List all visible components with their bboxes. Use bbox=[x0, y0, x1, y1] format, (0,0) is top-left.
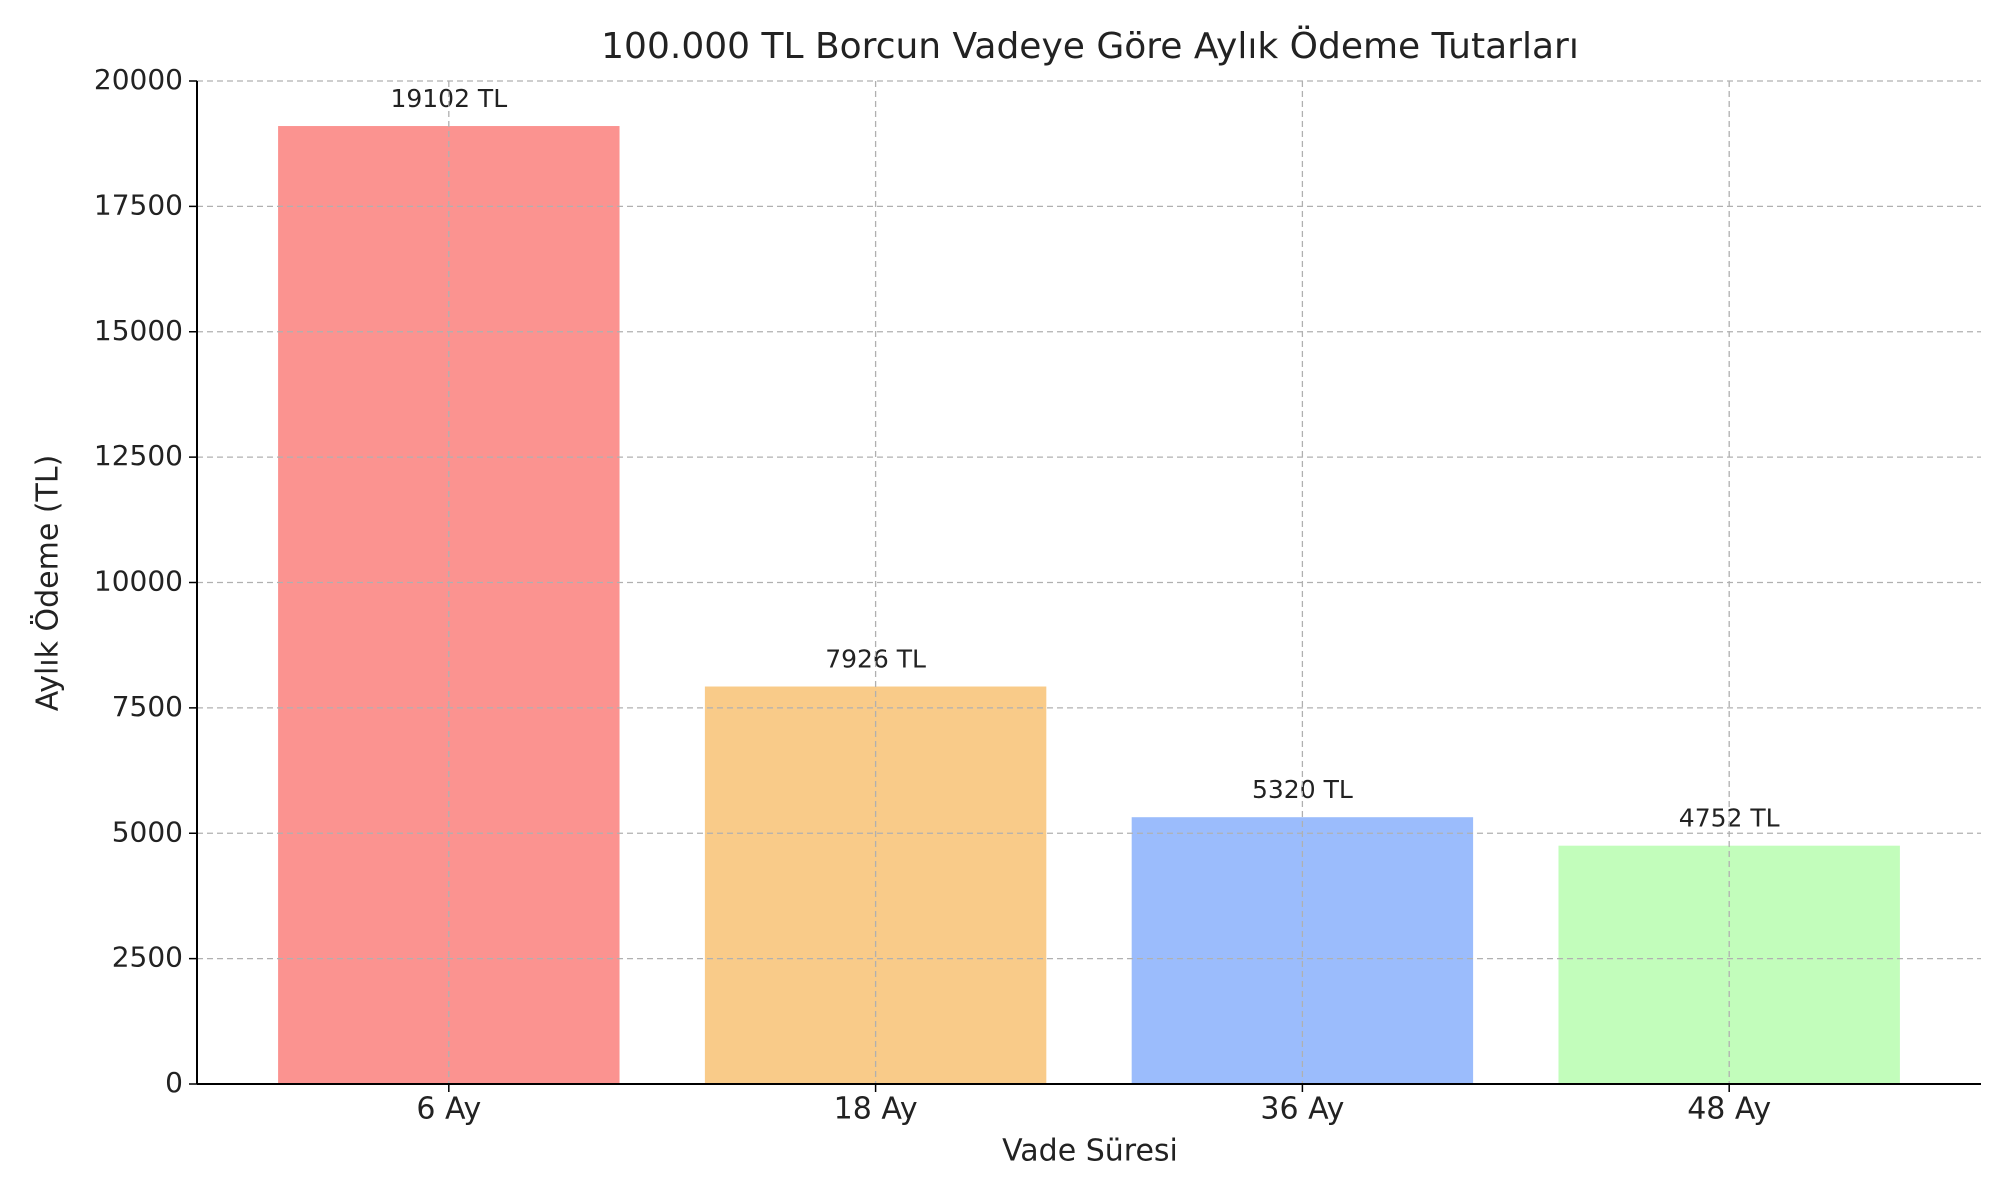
y-tick-label: 12500 bbox=[94, 439, 183, 472]
y-tick-label: 20000 bbox=[94, 63, 183, 96]
chart-title: 100.000 TL Borcun Vadeye Göre Aylık Ödem… bbox=[601, 25, 1579, 67]
value-label: 19102 TL bbox=[390, 84, 507, 113]
x-tick-label: 18 Ay bbox=[834, 1092, 918, 1127]
y-tick-label: 0 bbox=[165, 1066, 183, 1099]
x-tick-label: 48 Ay bbox=[1687, 1092, 1771, 1127]
y-tick-label: 7500 bbox=[112, 690, 183, 723]
y-axis-label: Aylık Ödeme (TL) bbox=[30, 455, 66, 712]
y-tick-label: 5000 bbox=[112, 815, 183, 848]
value-label: 7926 TL bbox=[825, 645, 926, 674]
value-label: 5320 TL bbox=[1252, 775, 1353, 804]
y-tick-label: 17500 bbox=[94, 188, 183, 221]
x-tick-label: 36 Ay bbox=[1260, 1092, 1344, 1127]
x-tick-label: 6 Ay bbox=[416, 1092, 481, 1127]
value-label: 4752 TL bbox=[1679, 804, 1780, 833]
y-tick-label: 10000 bbox=[94, 565, 183, 598]
x-axis-label: Vade Süresi bbox=[1002, 1134, 1178, 1169]
y-tick-label: 15000 bbox=[94, 314, 183, 347]
y-tick-label: 2500 bbox=[112, 941, 183, 974]
